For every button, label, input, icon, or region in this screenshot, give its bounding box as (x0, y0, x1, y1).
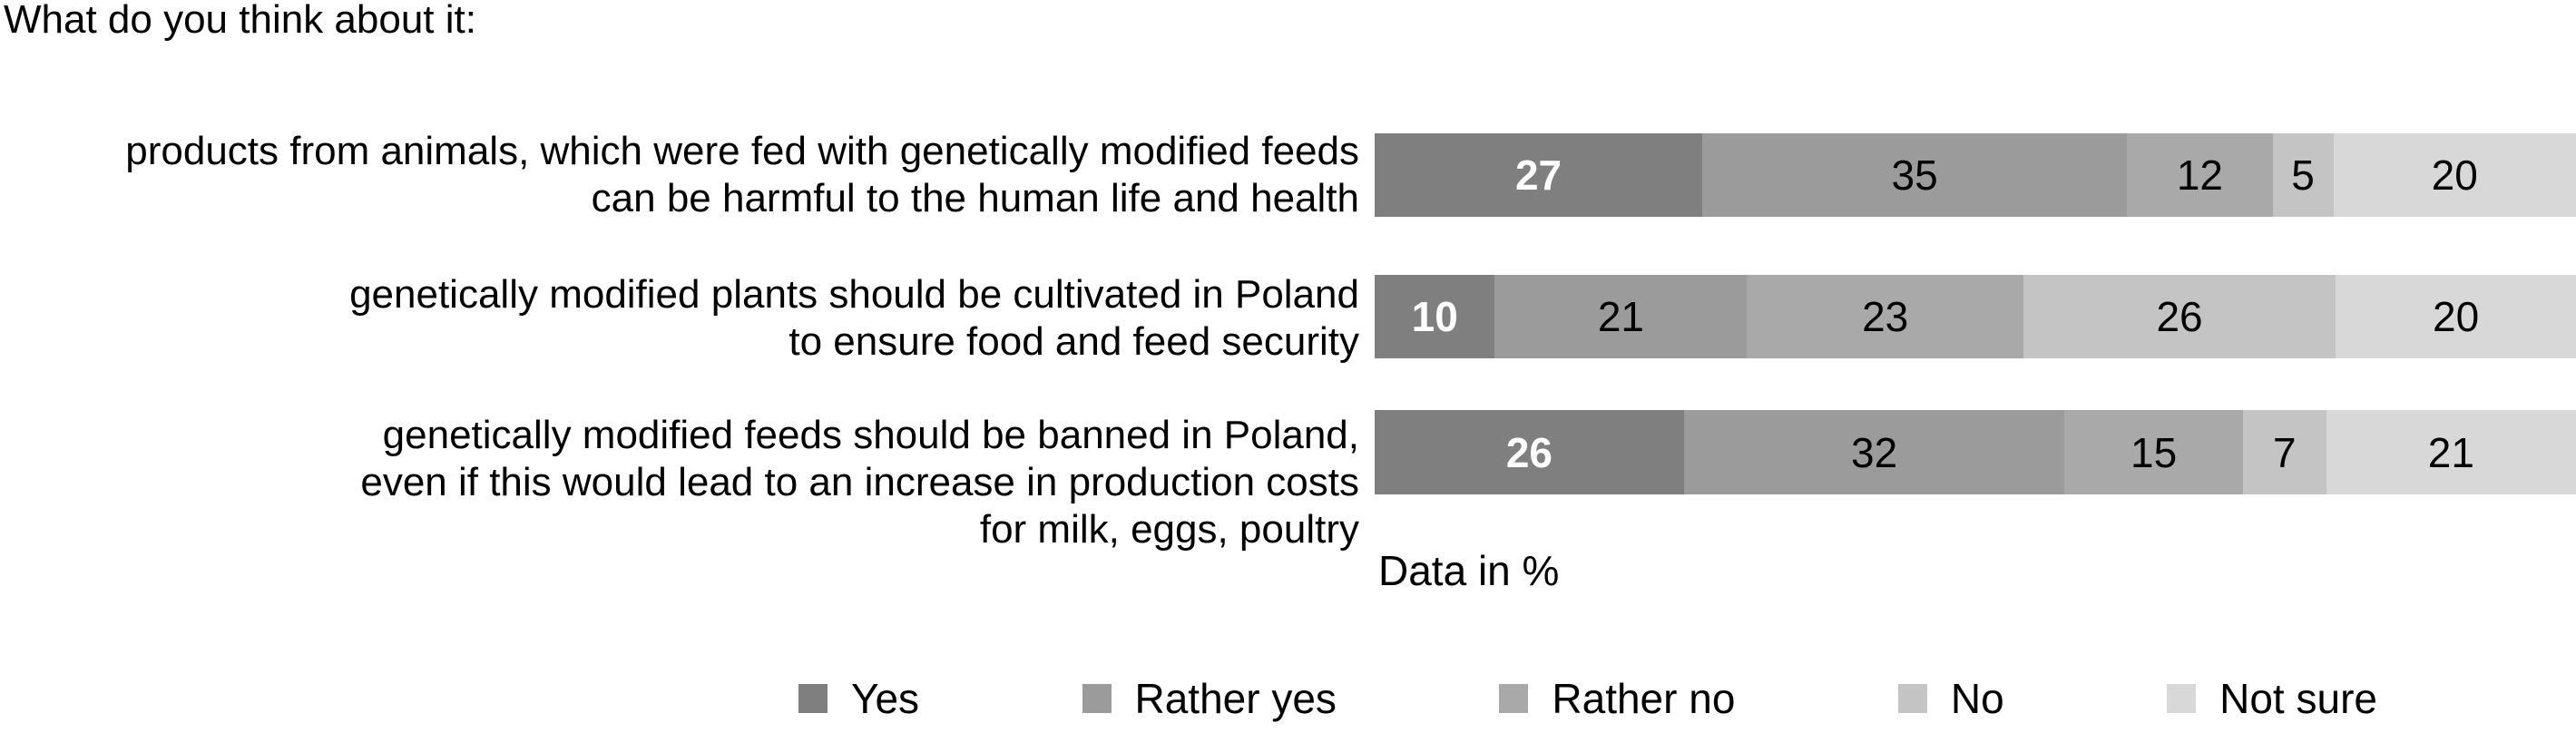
legend-label: No (1950, 675, 2004, 722)
bar-segment: 35 (1702, 133, 2128, 217)
legend-label: Rather yes (1134, 675, 1337, 722)
value-label: 32 (1850, 428, 1898, 476)
bar-segment: 20 (2336, 275, 2576, 358)
value-label: 10 (1411, 293, 1458, 340)
legend-label: Not sure (2219, 675, 2377, 722)
bar-segment: 27 (1375, 133, 1703, 217)
legend-swatch-icon (798, 684, 828, 713)
value-label: 15 (2130, 428, 2178, 476)
bar-segment: 21 (1494, 275, 1748, 358)
value-label: 5 (2291, 151, 2315, 199)
value-label: 7 (2273, 428, 2297, 476)
legend-label: Rather no (1552, 675, 1736, 722)
value-label: 20 (2432, 293, 2480, 340)
legend-swatch-icon (1499, 684, 1529, 713)
value-label: 26 (1505, 428, 1552, 476)
value-label: 21 (1597, 293, 1644, 340)
value-label: 21 (2427, 428, 2474, 476)
legend-swatch-icon (1897, 684, 1927, 713)
bar-segment: 23 (1747, 275, 2023, 358)
bar-segment: 15 (2064, 410, 2243, 494)
legend-item: Not sure (2167, 674, 2377, 723)
value-label: 35 (1891, 151, 1938, 199)
data-unit-note: Data in % (1378, 547, 1560, 594)
legend-swatch-icon (1082, 684, 1112, 713)
value-label: 20 (2431, 151, 2478, 199)
legend-item: Rather yes (1082, 674, 1337, 723)
bar-segment: 7 (2242, 410, 2326, 494)
chart-title: What do you think about it: (4, 0, 476, 42)
bar-segment: 5 (2272, 133, 2334, 217)
stacked-bar: 26 32 15 7 21 (1375, 410, 2576, 494)
legend-swatch-icon (2167, 684, 2197, 713)
bar-segment: 12 (2127, 133, 2273, 217)
legend-item: Yes (798, 674, 919, 723)
bar-segment: 20 (2333, 133, 2576, 217)
category-label: genetically modified feeds should be ban… (360, 413, 1359, 552)
value-label: 26 (2156, 293, 2203, 340)
bar-segment: 26 (2023, 275, 2336, 358)
category-label: genetically modified plants should be cu… (349, 272, 1359, 364)
stacked-bar: 10 21 23 26 20 (1375, 275, 2576, 358)
value-label: 12 (2176, 151, 2223, 199)
legend-label: Yes (851, 675, 920, 722)
stacked-bar: 27 35 12 5 20 (1375, 133, 2576, 217)
category-label: products from animals, which were fed wi… (125, 129, 1359, 220)
bar-segment: 10 (1375, 275, 1495, 358)
bar-segment: 21 (2326, 410, 2576, 494)
bar-segment: 32 (1683, 410, 2065, 494)
bar-segment: 26 (1375, 410, 1684, 494)
value-label: 23 (1862, 293, 1909, 340)
value-label: 27 (1514, 151, 1562, 199)
legend-item: Rather no (1499, 674, 1735, 723)
legend-item: No (1897, 674, 2004, 723)
chart-legend: Yes Rather yes Rather no No Not sure (798, 673, 2377, 724)
